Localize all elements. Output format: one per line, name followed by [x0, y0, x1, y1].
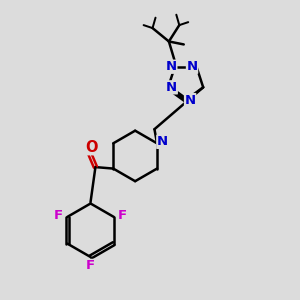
Text: N: N [166, 81, 177, 94]
Text: N: N [166, 60, 177, 73]
Text: N: N [157, 135, 168, 148]
Text: F: F [54, 209, 63, 222]
Text: N: N [187, 60, 198, 73]
Text: F: F [85, 260, 94, 272]
Text: O: O [85, 140, 98, 155]
Text: N: N [184, 94, 196, 106]
Text: F: F [118, 209, 127, 222]
